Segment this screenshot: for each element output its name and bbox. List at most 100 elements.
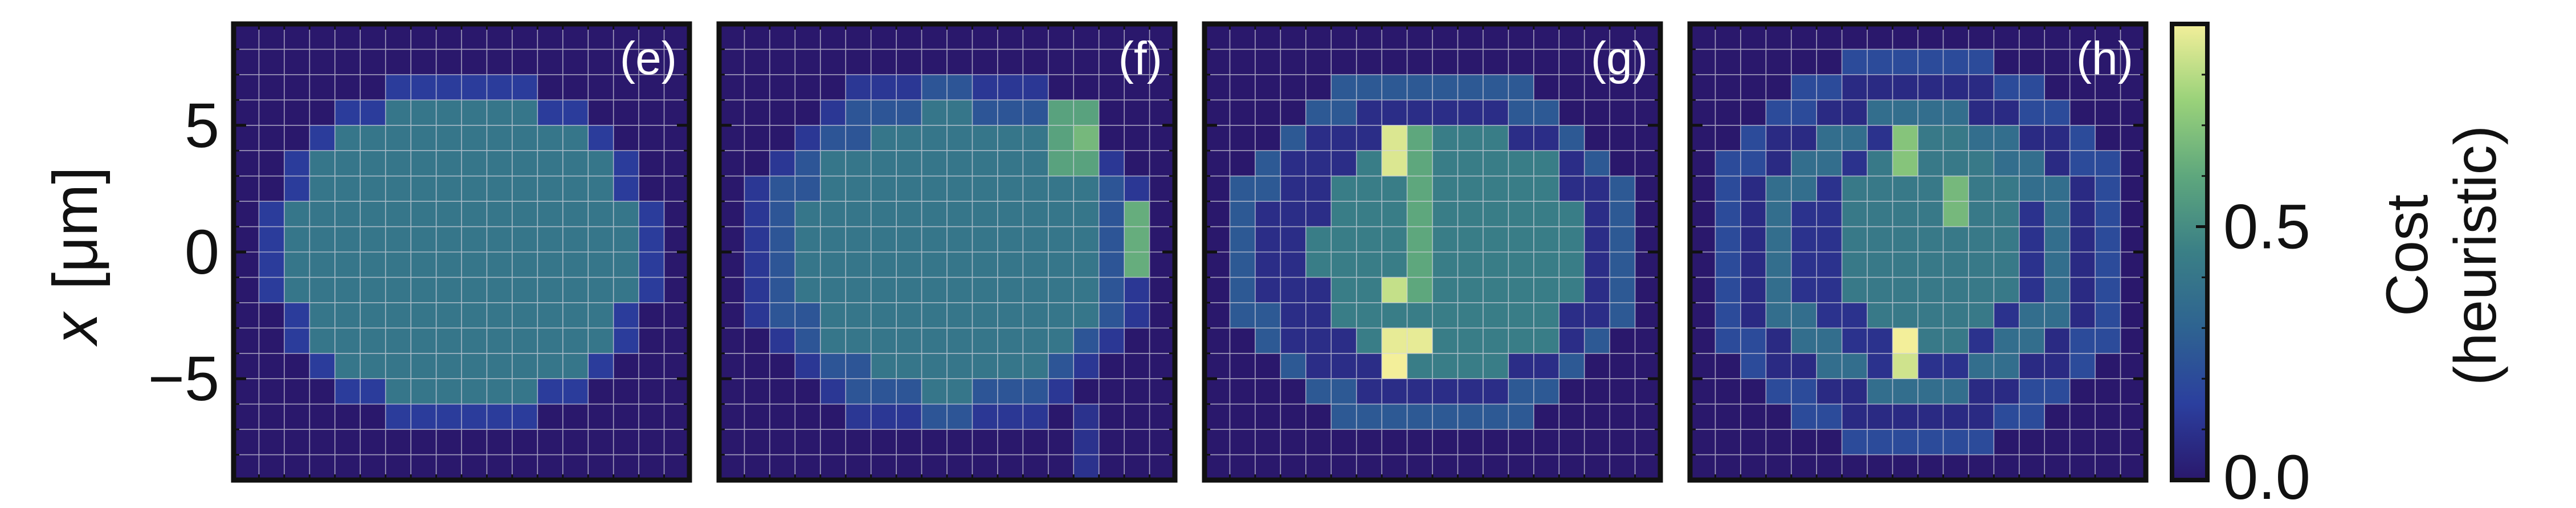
heatmap-cell (1635, 404, 1661, 430)
heatmap-cell (1635, 176, 1661, 202)
heatmap-cell (1766, 176, 1792, 202)
heatmap-cell (1483, 125, 1509, 151)
heatmap-cell (871, 404, 897, 430)
heatmap-cell (411, 252, 437, 278)
heatmap-cell (2120, 454, 2146, 481)
heatmap-cell (1255, 328, 1281, 354)
heatmap-cell (1048, 49, 1074, 75)
heatmap-cell (411, 379, 437, 405)
heatmap-cell (2069, 201, 2096, 227)
heatmap-cell (1280, 176, 1307, 202)
heatmap-cell (744, 100, 770, 126)
heatmap-cell (436, 100, 462, 126)
heatmap-cell (1432, 201, 1459, 227)
heatmap-cell (2120, 151, 2146, 177)
heatmap-cell (1407, 49, 1433, 75)
heatmap-cell (896, 454, 922, 481)
heatmap-cell (1816, 201, 1843, 227)
heatmap-cell (1230, 176, 1256, 202)
heatmap-cell (1048, 277, 1074, 303)
heatmap-cell (664, 125, 690, 151)
heatmap-cell (1766, 24, 1792, 50)
heatmap-cell (1791, 302, 1817, 328)
heatmap-cell (1149, 176, 1175, 202)
heatmap-cell (284, 379, 310, 405)
heatmap-cell (769, 201, 795, 227)
heatmap-cell (2120, 125, 2146, 151)
heatmap-cell (259, 151, 285, 177)
heatmap-cell (234, 176, 260, 202)
heatmap-cell (411, 404, 437, 430)
heatmap-cell (436, 277, 462, 303)
heatmap-cell (871, 201, 897, 227)
heatmap-cell (1331, 201, 1357, 227)
heatmap-cell (588, 277, 614, 303)
heatmap-cell (1483, 49, 1509, 75)
heatmap-cell (1892, 176, 1918, 202)
heatmap-cell (1356, 100, 1382, 126)
heatmap-cell (719, 100, 745, 126)
heatmap-cell (588, 302, 614, 328)
heatmap-cell (360, 125, 386, 151)
heatmap-cell (664, 379, 690, 405)
heatmap-cell (2069, 328, 2096, 354)
heatmap-cell (234, 277, 260, 303)
heatmap-cell (1458, 379, 1484, 405)
heatmap-cell (1382, 404, 1408, 430)
heatmap-cell (1943, 252, 1969, 278)
heatmap-cell (1356, 176, 1382, 202)
heatmap-cell (1331, 74, 1357, 100)
heatmap-cell (1099, 404, 1125, 430)
heatmap-cell (462, 226, 488, 253)
heatmap-cell (1635, 429, 1661, 456)
heatmap-cell (1305, 24, 1332, 50)
heatmap-cell (309, 226, 336, 253)
heatmap-cell (588, 328, 614, 354)
heatmap-cell (1230, 328, 1256, 354)
heatmap-cell (537, 201, 564, 227)
heatmap-cell (1073, 277, 1100, 303)
heatmap-cell (1124, 125, 1150, 151)
heatmap-cell (1740, 328, 1766, 354)
heatmap-panel: (h) (1687, 21, 2149, 483)
heatmap-cell (1483, 277, 1509, 303)
heatmap-cell (1791, 328, 1817, 354)
heatmap-cell (744, 125, 770, 151)
heatmap-cell (1305, 302, 1332, 328)
heatmap-cell (2069, 100, 2096, 126)
heatmap-cell (1280, 100, 1307, 126)
heatmap-cell (1791, 429, 1817, 456)
heatmap-cell (1766, 252, 1792, 278)
heatmap-cell (1918, 302, 1944, 328)
heatmap-cell (1892, 24, 1918, 50)
heatmap-cell (1432, 24, 1459, 50)
heatmap-cell (1331, 24, 1357, 50)
heatmap-cell (1994, 176, 2020, 202)
heatmap-cell (588, 151, 614, 177)
heatmap-cell (1255, 252, 1281, 278)
heatmap-cell (2120, 24, 2146, 50)
heatmap-cell (1331, 100, 1357, 126)
heatmap-cell (487, 252, 513, 278)
heatmap-cell (1073, 429, 1100, 456)
heatmap-cell (846, 252, 872, 278)
heatmap-cell (1099, 125, 1125, 151)
heatmap-cell (259, 226, 285, 253)
heatmap-cell (2019, 74, 2045, 100)
heatmap-cell (1559, 226, 1585, 253)
heatmap-cell (1356, 379, 1382, 405)
heatmap-cell (1690, 151, 1716, 177)
heatmap-cell (846, 328, 872, 354)
heatmap-cell (1305, 201, 1332, 227)
heatmap-cell (1740, 226, 1766, 253)
heatmap-cell (1994, 404, 2020, 430)
heatmap-cell (719, 353, 745, 379)
heatmap-cell (512, 151, 538, 177)
heatmap-cell (871, 252, 897, 278)
heatmap-cell (487, 24, 513, 50)
heatmap-cell (2120, 429, 2146, 456)
heatmap-cell (1559, 252, 1585, 278)
heatmap-cell (1483, 328, 1509, 354)
heatmap-cell (1610, 429, 1636, 456)
heatmap-cell (1766, 125, 1792, 151)
